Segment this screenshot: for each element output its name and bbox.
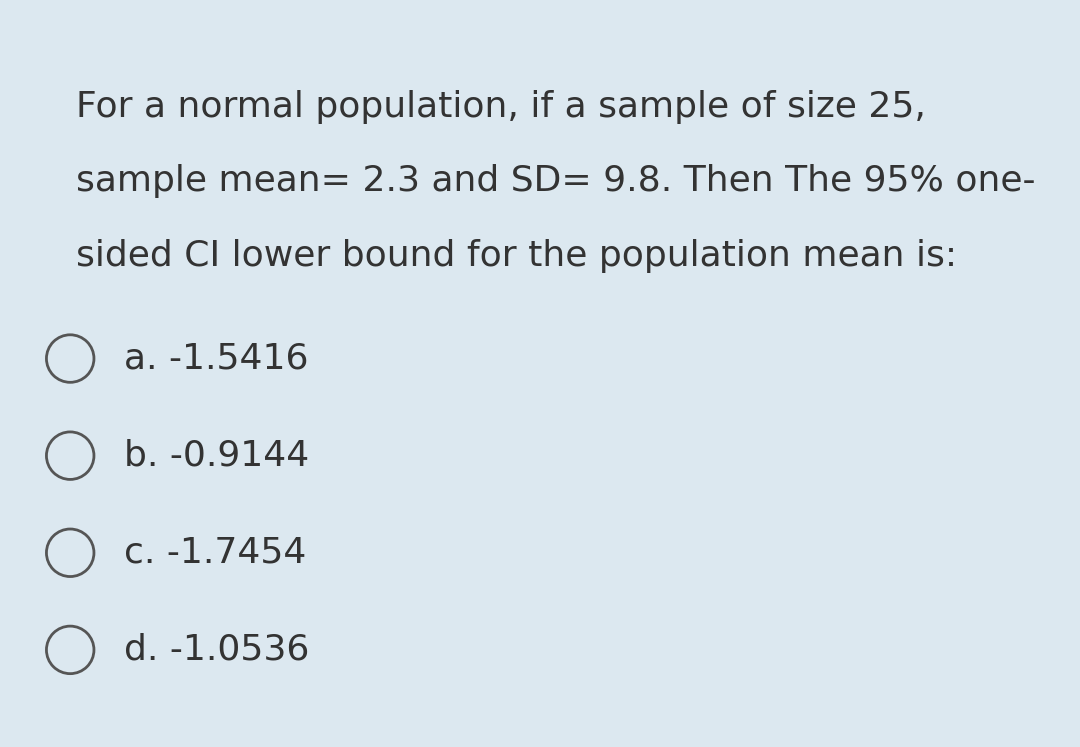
Text: d. -1.0536: d. -1.0536: [124, 633, 310, 667]
Ellipse shape: [46, 626, 94, 674]
Text: b. -0.9144: b. -0.9144: [124, 438, 310, 473]
Text: sided CI lower bound for the population mean is:: sided CI lower bound for the population …: [76, 239, 957, 273]
Ellipse shape: [46, 529, 94, 577]
Ellipse shape: [46, 432, 94, 480]
Text: For a normal population, if a sample of size 25,: For a normal population, if a sample of …: [76, 90, 926, 124]
Text: a. -1.5416: a. -1.5416: [124, 341, 309, 376]
Ellipse shape: [46, 335, 94, 382]
Text: c. -1.7454: c. -1.7454: [124, 536, 307, 570]
Text: sample mean= 2.3 and SD= 9.8. Then The 95% one-: sample mean= 2.3 and SD= 9.8. Then The 9…: [76, 164, 1035, 199]
